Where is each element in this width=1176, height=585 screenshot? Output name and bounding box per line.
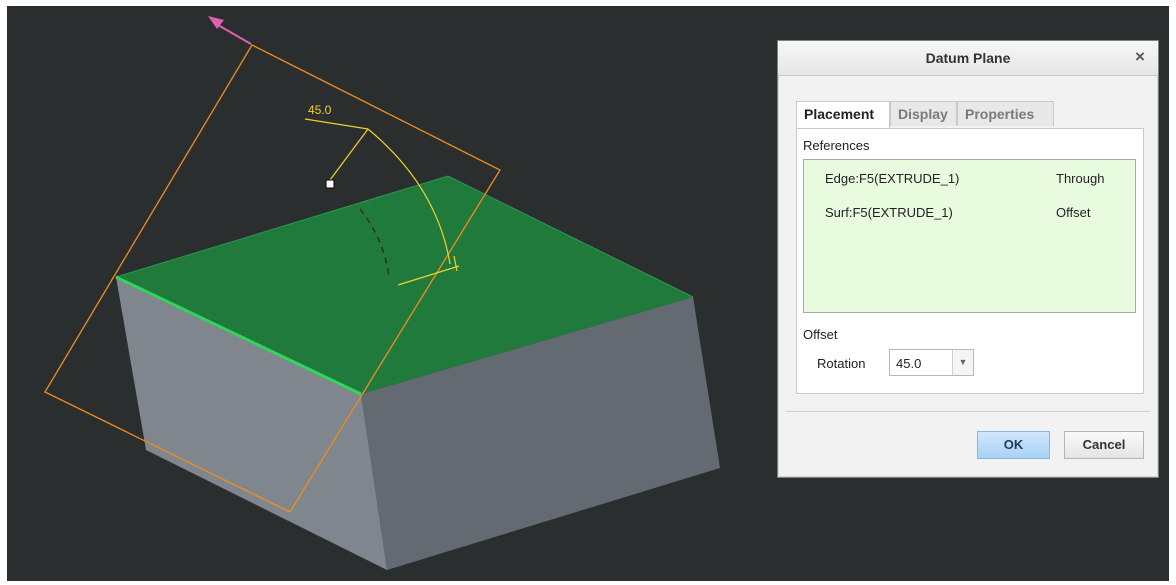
model-canvas[interactable]: 45.0 <box>7 6 1169 581</box>
block-top-face[interactable] <box>116 176 693 394</box>
drag-handle[interactable] <box>325 179 335 189</box>
tab-display[interactable]: Display <box>890 101 957 126</box>
reference-constraint[interactable]: Through <box>1056 171 1105 186</box>
angle-value-label[interactable]: 45.0 <box>308 103 332 117</box>
angle-dimension[interactable] <box>304 118 460 286</box>
selected-edge[interactable] <box>115 275 362 396</box>
rotation-value[interactable]: 45.0 <box>896 356 922 371</box>
references-label: References <box>803 138 870 153</box>
close-icon[interactable]: × <box>1135 47 1145 66</box>
block-left-face[interactable] <box>116 277 387 570</box>
ok-button[interactable]: OK <box>977 431 1050 459</box>
placement-panel: References Edge:F5(EXTRUDE_1) Through Su… <box>796 128 1144 394</box>
direction-arrow-icon[interactable] <box>208 16 252 45</box>
cancel-button[interactable]: Cancel <box>1064 431 1144 459</box>
chevron-down-icon[interactable]: ▼ <box>952 350 973 375</box>
datum-plane-dialog: Datum Plane × Placement Display Properti… <box>777 40 1159 478</box>
list-item[interactable]: Edge:F5(EXTRUDE_1) Through <box>804 168 1135 190</box>
reference-name: Edge:F5(EXTRUDE_1) <box>825 171 960 186</box>
offset-label: Offset <box>803 327 838 342</box>
rotation-select[interactable]: 45.0 ▼ <box>889 349 974 376</box>
divider <box>786 411 1150 412</box>
references-list[interactable]: Edge:F5(EXTRUDE_1) Through Surf:F5(EXTRU… <box>803 159 1136 313</box>
tab-placement[interactable]: Placement <box>796 101 890 129</box>
datum-plane-outline[interactable] <box>44 44 501 513</box>
dialog-title: Datum Plane <box>925 50 1011 66</box>
dialog-titlebar[interactable]: Datum Plane × <box>778 41 1158 76</box>
rotation-label: Rotation <box>817 356 866 371</box>
tab-properties[interactable]: Properties <box>957 101 1054 126</box>
reference-constraint[interactable]: Offset <box>1056 205 1091 220</box>
block-right-face[interactable] <box>361 297 720 570</box>
reference-name: Surf:F5(EXTRUDE_1) <box>825 205 953 220</box>
list-item[interactable]: Surf:F5(EXTRUDE_1) Offset <box>804 202 1135 224</box>
